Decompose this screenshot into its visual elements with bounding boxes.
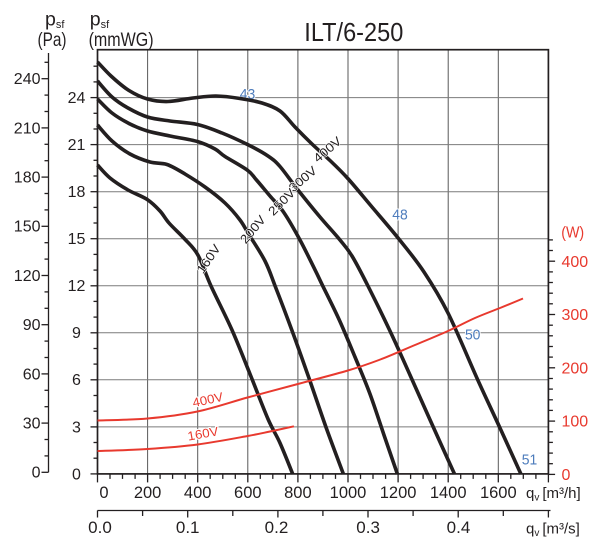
svg-text:24: 24: [68, 90, 86, 107]
svg-text:50: 50: [465, 327, 481, 344]
svg-text:0: 0: [562, 467, 571, 484]
svg-text:1600: 1600: [480, 484, 517, 502]
svg-text:21: 21: [68, 137, 86, 154]
svg-text:200: 200: [134, 484, 162, 502]
svg-text:180: 180: [14, 170, 41, 187]
svg-text:1400: 1400: [430, 484, 467, 502]
svg-text:qv [m³/s]: qv [m³/s]: [526, 521, 580, 540]
svg-text:90: 90: [23, 317, 41, 334]
svg-text:51: 51: [522, 452, 538, 469]
svg-text:600: 600: [234, 484, 262, 502]
svg-text:400: 400: [562, 254, 589, 271]
svg-text:0.3: 0.3: [356, 518, 380, 537]
svg-text:3: 3: [72, 419, 81, 436]
svg-text:400: 400: [184, 484, 212, 502]
svg-text:0: 0: [72, 466, 81, 483]
svg-text:(mmWG): (mmWG): [89, 29, 154, 51]
svg-text:300: 300: [562, 307, 589, 324]
svg-text:12: 12: [68, 278, 86, 295]
svg-text:0: 0: [32, 465, 41, 482]
svg-text:150: 150: [14, 219, 41, 236]
svg-text:30: 30: [23, 416, 41, 433]
svg-text:15: 15: [68, 231, 86, 248]
svg-text:ILT/6-250: ILT/6-250: [304, 17, 403, 47]
svg-text:(W): (W): [561, 225, 584, 242]
svg-text:9: 9: [72, 325, 81, 342]
svg-text:210: 210: [14, 120, 41, 137]
svg-text:60: 60: [23, 366, 41, 383]
svg-text:0.0: 0.0: [88, 518, 112, 537]
svg-text:48: 48: [392, 207, 408, 224]
svg-text:0.2: 0.2: [265, 518, 289, 537]
svg-text:200: 200: [562, 360, 589, 377]
svg-text:1000: 1000: [330, 484, 367, 502]
svg-text:0: 0: [99, 484, 108, 502]
svg-text:(Pa): (Pa): [38, 29, 67, 51]
svg-text:100: 100: [562, 414, 589, 431]
svg-text:6: 6: [72, 372, 81, 389]
svg-text:18: 18: [68, 184, 86, 201]
svg-text:240: 240: [14, 71, 41, 88]
svg-text:800: 800: [284, 484, 312, 502]
svg-text:1200: 1200: [380, 484, 417, 502]
svg-text:120: 120: [14, 268, 41, 285]
svg-text:160V: 160V: [187, 424, 221, 443]
svg-text:0.1: 0.1: [176, 518, 200, 537]
svg-text:qv [m³/h]: qv [m³/h]: [526, 485, 581, 504]
svg-text:0.4: 0.4: [447, 518, 471, 537]
